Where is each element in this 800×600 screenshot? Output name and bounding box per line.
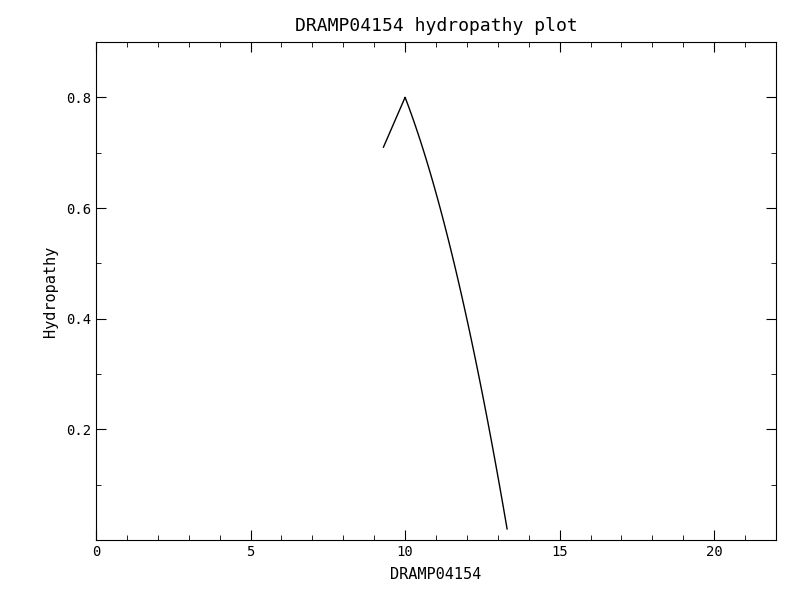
Title: DRAMP04154 hydropathy plot: DRAMP04154 hydropathy plot: [294, 17, 578, 35]
Y-axis label: Hydropathy: Hydropathy: [42, 245, 58, 337]
X-axis label: DRAMP04154: DRAMP04154: [390, 567, 482, 582]
